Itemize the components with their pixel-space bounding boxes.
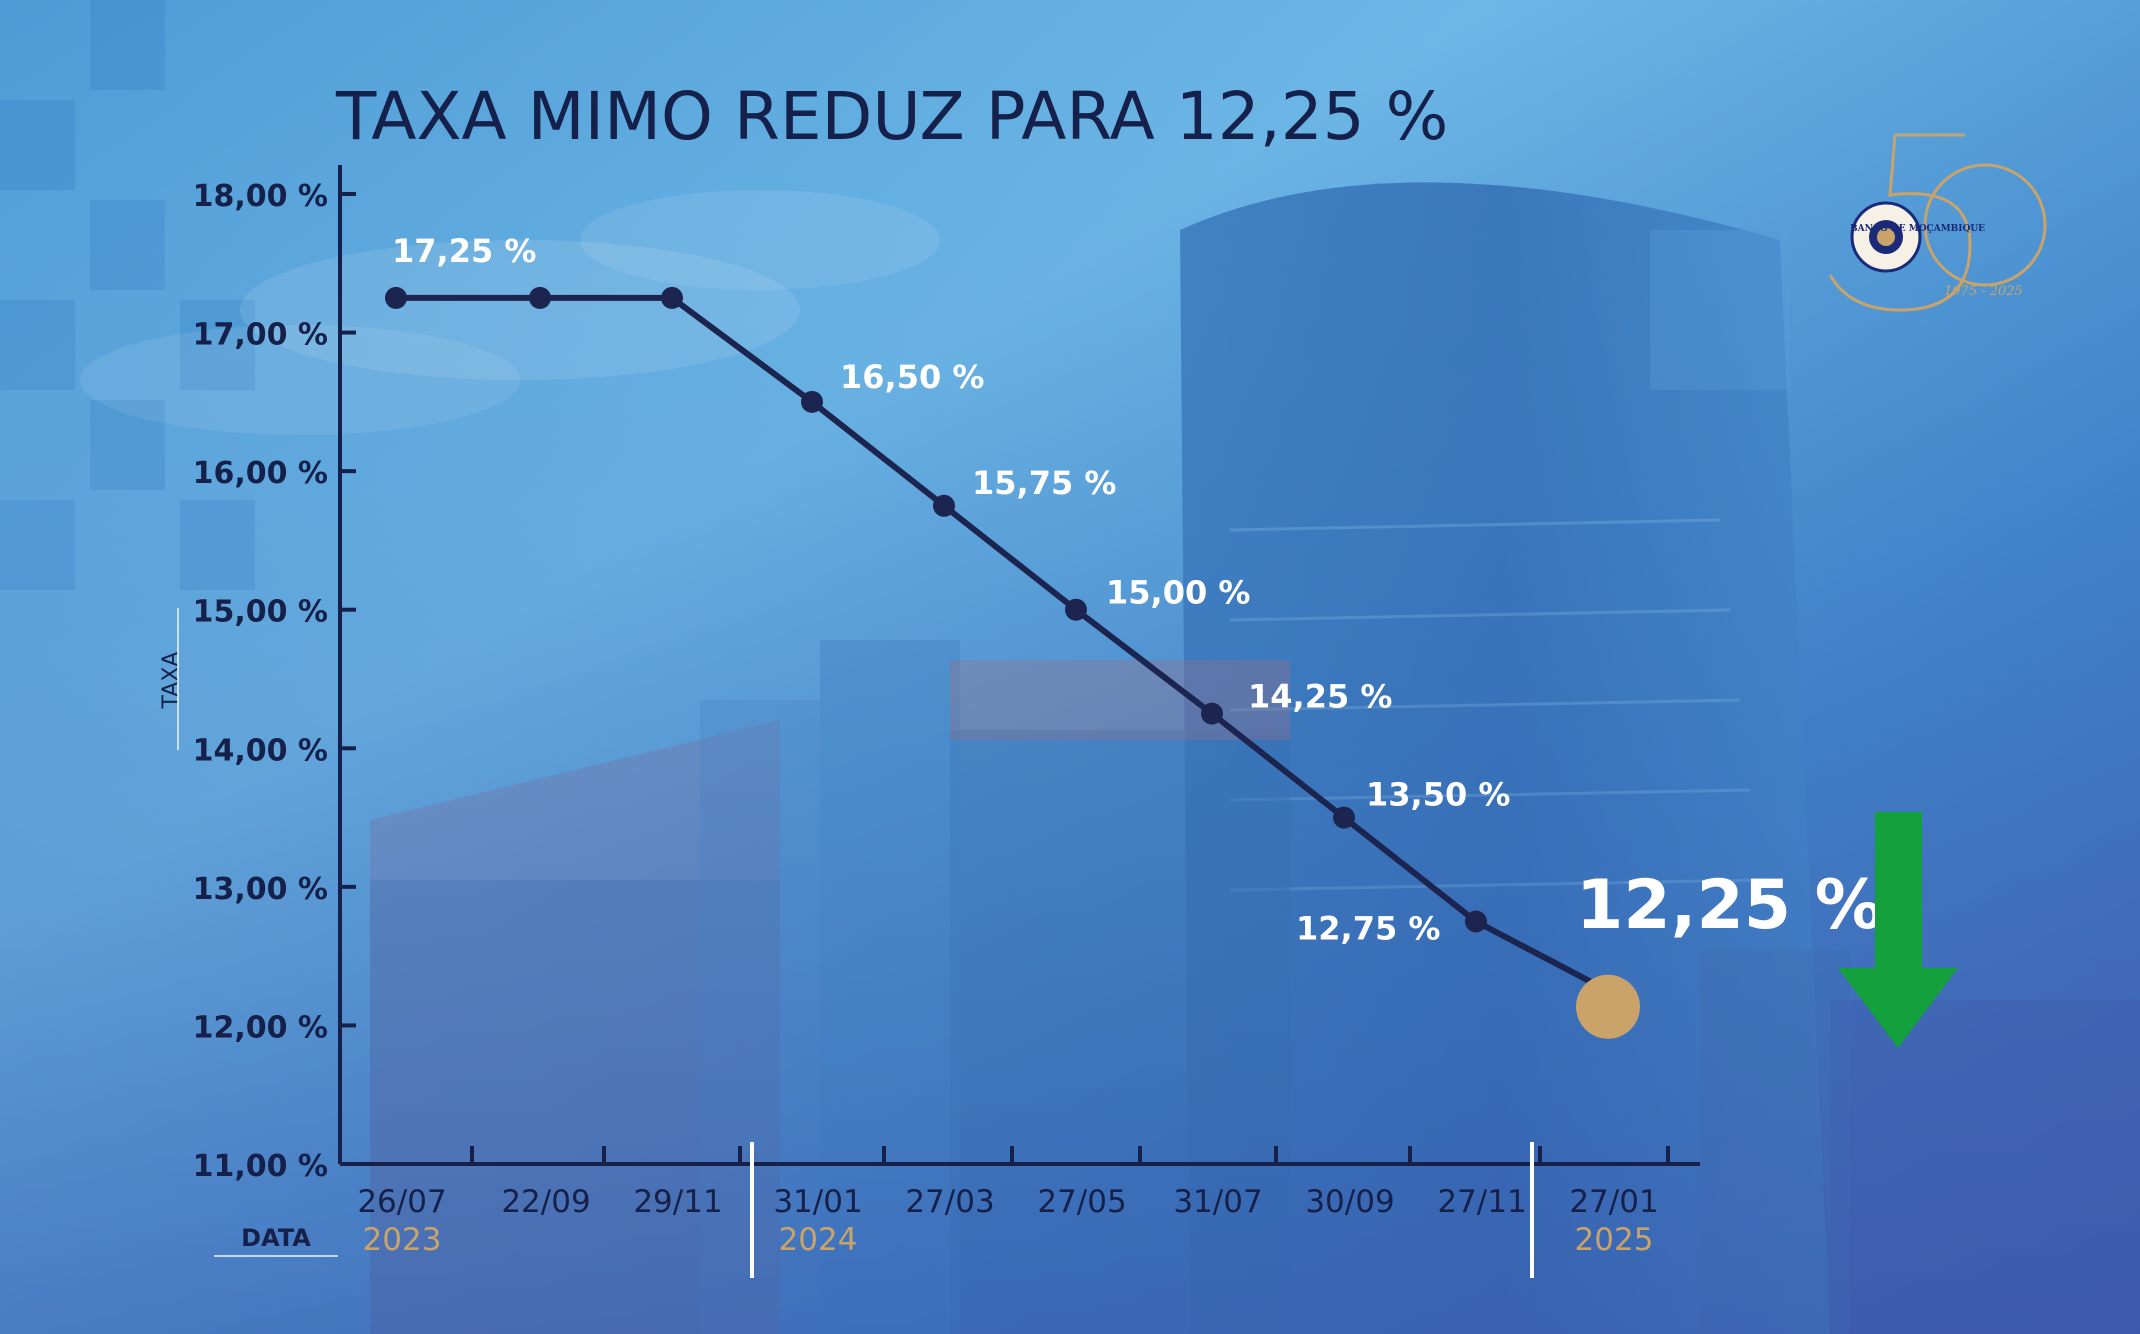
data-label: 13,50 % xyxy=(1366,776,1510,814)
year-label: 2023 xyxy=(363,1222,442,1258)
logo-caption: 1975 - 2025 xyxy=(1944,284,2023,299)
highlight-label: 12,25 % xyxy=(1576,866,1883,945)
x-tick-label: 26/07 xyxy=(357,1184,446,1220)
series-line xyxy=(396,294,1610,994)
y-tick-label: 11,00 % xyxy=(193,1149,328,1184)
y-tick-label: 18,00 % xyxy=(193,179,328,214)
x-tick-label: 29/11 xyxy=(633,1184,722,1220)
data-point xyxy=(933,494,955,517)
data-point xyxy=(801,390,823,413)
logo-seal-text: BANCO DE MOÇAMBIQUE xyxy=(1850,224,1986,234)
x-tick-label: 22/09 xyxy=(501,1184,590,1220)
data-point xyxy=(1065,598,1087,621)
down-arrow-icon xyxy=(1838,812,1958,1048)
data-point xyxy=(1201,702,1223,725)
x-tick-label: 31/07 xyxy=(1173,1184,1262,1220)
data-label: 15,00 % xyxy=(1106,574,1250,612)
data-label: 17,25 % xyxy=(392,232,536,270)
y-axis-label: TAXA xyxy=(159,652,184,710)
data-point xyxy=(661,286,683,309)
y-tick-label: 14,00 % xyxy=(193,733,328,768)
x-tick-label: 27/05 xyxy=(1037,1184,1126,1220)
data-point xyxy=(1333,806,1355,829)
data-point xyxy=(529,286,551,309)
data-point xyxy=(385,286,407,309)
x-tick-label: 30/09 xyxy=(1305,1184,1394,1220)
chart-title: TAXA MIMO REDUZ PARA 12,25 % xyxy=(336,78,1449,155)
year-label: 2024 xyxy=(779,1222,858,1258)
y-tick-label: 15,00 % xyxy=(193,595,328,630)
y-tick-label: 12,00 % xyxy=(193,1010,328,1045)
data-label: 12,75 % xyxy=(1296,910,1440,948)
x-tick-label: 27/01 xyxy=(1569,1184,1658,1220)
data-label: 15,75 % xyxy=(972,464,1116,502)
data-point-highlight xyxy=(1576,974,1640,1039)
data-label: 16,50 % xyxy=(840,358,984,396)
data-point xyxy=(1465,910,1487,933)
banco-logo-50-anos xyxy=(1828,133,2047,312)
x-tick-label: 31/01 xyxy=(773,1184,862,1220)
data-label: 14,25 % xyxy=(1248,678,1392,716)
year-label: 2025 xyxy=(1575,1222,1654,1258)
x-tick-label: 27/11 xyxy=(1437,1184,1526,1220)
x-tick-label: 27/03 xyxy=(905,1184,994,1220)
x-axis-label: DATA xyxy=(241,1224,311,1252)
y-tick-label: 16,00 % xyxy=(193,456,328,491)
y-tick-label: 13,00 % xyxy=(193,872,328,907)
y-tick-label: 17,00 % xyxy=(193,318,328,353)
